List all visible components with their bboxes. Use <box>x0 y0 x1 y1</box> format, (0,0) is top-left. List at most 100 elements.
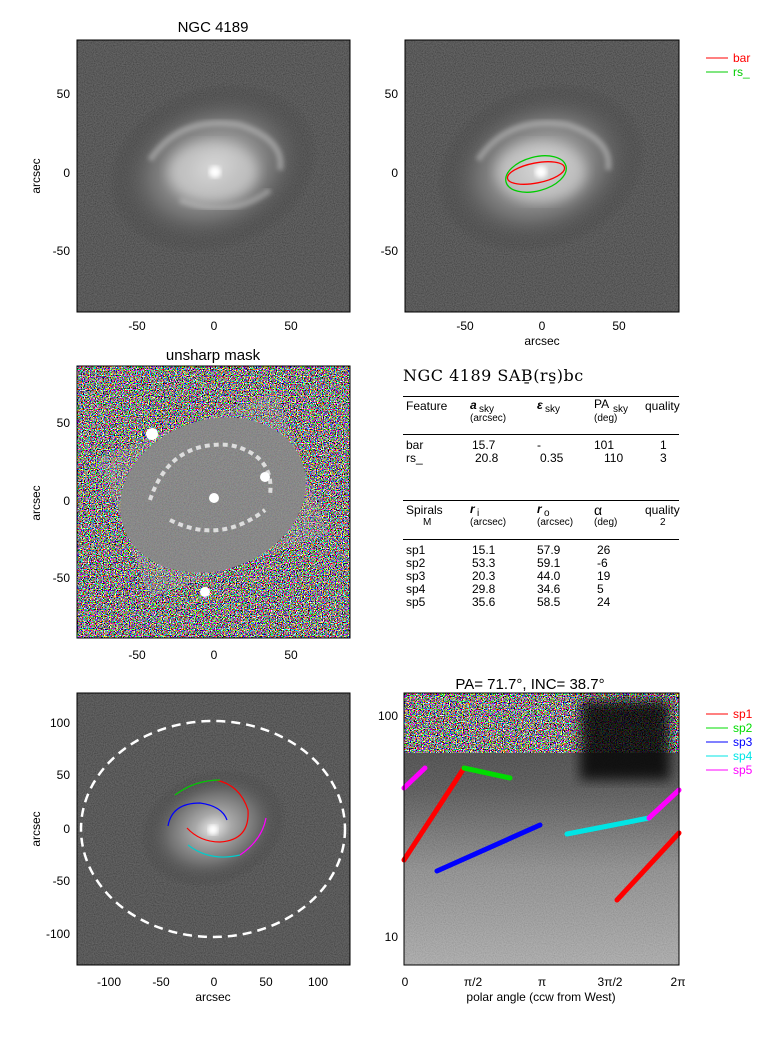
panel3-xtick: 50 <box>284 648 298 662</box>
spiral-ri: 20.3 <box>472 569 496 583</box>
panel2-ytick: 50 <box>385 87 399 101</box>
legend-label-sp3: sp3 <box>733 735 753 749</box>
col-quality: quality <box>645 399 680 413</box>
col-pa-sub: sky <box>613 404 628 415</box>
panel2-ytick: 0 <box>391 166 398 180</box>
panel5-ytick: -50 <box>53 874 71 888</box>
spiral-ri: 35.6 <box>472 595 496 609</box>
pv-line-sp2 <box>461 765 513 781</box>
panel2-xlabel: arcsec <box>524 334 559 348</box>
panel2-legend: bar rs_ <box>706 51 750 79</box>
arm-sp2 <box>174 779 221 796</box>
feature-a: 20.8 <box>475 451 499 465</box>
panel2-xtick: 0 <box>539 319 546 333</box>
spiral-name: sp2 <box>406 556 426 570</box>
spiral-ri: 29.8 <box>472 582 496 596</box>
deprojection-ellipse <box>79 719 347 939</box>
panel1-ytick: 50 <box>57 87 71 101</box>
pv-line-sp5 <box>646 787 682 821</box>
panel5-ytick: 50 <box>57 768 71 782</box>
panel3-ytick: 50 <box>57 416 71 430</box>
panel6-xlabel: polar angle (ccw from West) <box>466 990 615 1004</box>
panel5-xtick: 50 <box>259 975 273 989</box>
panel5-xtick: -50 <box>152 975 170 989</box>
panel6-xtick: π <box>538 975 546 989</box>
panel5-xtick: -100 <box>97 975 121 989</box>
legend-rs-label: rs_ <box>733 65 750 79</box>
col-alpha: α <box>594 502 603 518</box>
pv-line-sp1 <box>614 830 682 903</box>
panel6-xtick: 2π <box>671 975 686 989</box>
panel5-ytick: 0 <box>63 822 70 836</box>
panel5-xlabel: arcsec <box>195 990 230 1004</box>
panel3-ytick: -50 <box>53 571 71 585</box>
col-ri-unit: (arcsec) <box>470 517 507 528</box>
spiral-name: sp5 <box>406 595 426 609</box>
panel6-ytick: 100 <box>378 709 398 723</box>
feature-a: 15.7 <box>472 438 496 452</box>
legend-label-sp5: sp5 <box>733 763 753 777</box>
spiral-ri: 53.3 <box>472 556 496 570</box>
panel6-title: PA= 71.7°, INC= 38.7° <box>455 676 604 693</box>
table-rule <box>403 434 679 435</box>
panel5-ytick: -100 <box>46 927 70 941</box>
spiral-ro: 58.5 <box>537 595 561 609</box>
spiral-alpha: -6 <box>597 556 608 570</box>
panel2-xtick: 50 <box>612 319 626 333</box>
panel5-xtick: 100 <box>308 975 328 989</box>
pv-segments <box>401 765 682 903</box>
col-m: M <box>423 517 432 528</box>
col-ri-sub: i <box>477 508 480 519</box>
spiral-ro: 57.9 <box>537 543 561 557</box>
legend-label-sp1: sp1 <box>733 707 753 721</box>
panel1-xtick: 50 <box>284 319 298 333</box>
col-spirals: Spirals <box>406 503 443 517</box>
col-alpha-unit: (deg) <box>594 517 618 528</box>
panel1-title: NGC 4189 <box>178 19 249 36</box>
feature-eps: 0.35 <box>540 451 564 465</box>
galaxy-image-panel <box>76 39 351 313</box>
spirals-quality-value: 2 <box>660 517 666 528</box>
table-rule <box>403 539 679 540</box>
panel3-title: unsharp mask <box>166 347 261 364</box>
spiral-ro: 59.1 <box>537 556 561 570</box>
legend-bar-label: bar <box>733 51 750 65</box>
polar-projection-panel <box>401 692 682 966</box>
galaxy-fit-panel <box>404 39 680 313</box>
table-rule <box>403 396 679 397</box>
col-pa-unit: (deg) <box>594 413 618 424</box>
col-eps: ε <box>537 398 543 412</box>
feature-name: rs_ <box>406 451 423 465</box>
col-ro-sub: o <box>544 508 550 519</box>
col-a: a <box>470 398 477 412</box>
spiral-alpha: 5 <box>597 582 604 596</box>
feature-pa: 110 <box>604 451 624 465</box>
pv-line-sp1 <box>401 765 467 863</box>
spiral-ro: 44.0 <box>537 569 561 583</box>
table-rule <box>403 500 679 501</box>
panel6-ytick: 10 <box>385 930 399 944</box>
col-eps-sub: sky <box>545 404 560 415</box>
panel5-ytick: 100 <box>50 716 70 730</box>
bar-ellipse <box>506 161 566 185</box>
spiral-arms-panel <box>76 692 351 966</box>
rs-ellipse <box>505 155 567 193</box>
panel2-ytick: -50 <box>381 244 399 258</box>
spiral-alpha: 24 <box>597 595 611 609</box>
panel5-ylabel: arcsec <box>29 811 43 846</box>
arm-sp1 <box>186 779 249 843</box>
col-ro: r <box>537 502 542 516</box>
col-pa: PA <box>594 397 610 411</box>
spiral-alpha: 19 <box>597 569 611 583</box>
col-a-sub: sky <box>479 404 494 415</box>
col-ri: r <box>470 502 475 516</box>
arm-sp5 <box>239 817 267 856</box>
col-feature: Feature <box>406 399 448 413</box>
col-ro-unit: (arcsec) <box>537 517 574 528</box>
legend-label-sp2: sp2 <box>733 721 753 735</box>
col-quality: quality <box>645 503 680 517</box>
panel3-ylabel: arcsec <box>29 485 43 520</box>
feature-q: 1 <box>660 438 667 452</box>
panel6-xtick: 3π/2 <box>598 975 623 989</box>
